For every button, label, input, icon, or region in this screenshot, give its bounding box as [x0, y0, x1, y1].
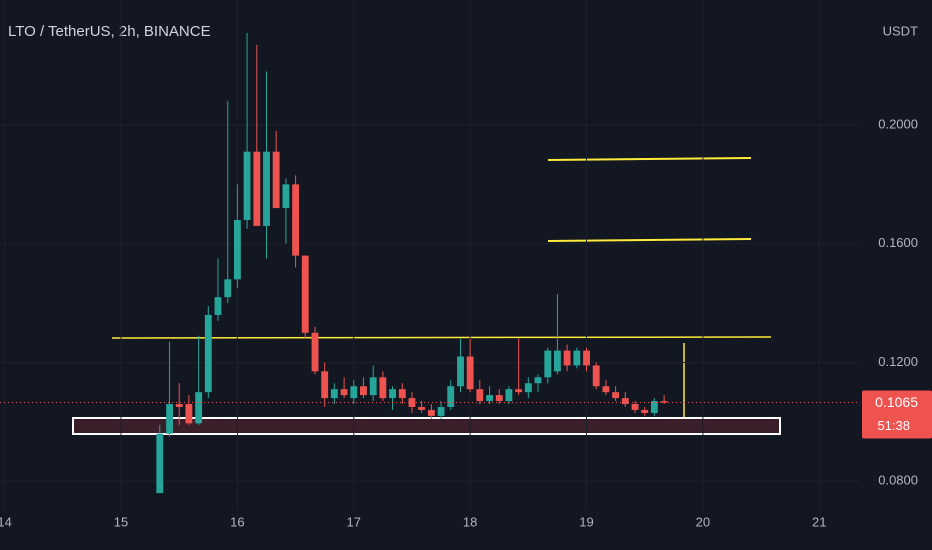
x-tick-label: 14 [0, 514, 12, 529]
candle-body [282, 184, 290, 209]
candle-body [233, 219, 241, 280]
x-tick-label: 15 [114, 514, 128, 529]
candle-body [515, 389, 523, 393]
candle-body [398, 389, 406, 399]
candle-body [204, 314, 212, 393]
candle-body [292, 184, 300, 256]
currency-label: USDT [883, 23, 918, 38]
y-tick-label: 0.1600 [878, 235, 918, 250]
x-tick-label: 19 [579, 514, 593, 529]
candle-body [621, 398, 629, 405]
candle-body [253, 151, 261, 226]
candle-body [495, 395, 503, 402]
candle-body [418, 406, 426, 410]
y-tick-label: 0.0800 [878, 473, 918, 488]
x-tick-label: 20 [696, 514, 710, 529]
drawn-line [547, 238, 752, 242]
last-price-label: 0.1065 [875, 394, 918, 410]
candle-body [301, 255, 309, 333]
candle-body [524, 383, 532, 393]
drawn-line [111, 336, 772, 339]
y-tick-label: 0.2000 [878, 116, 918, 131]
candle-body [457, 356, 464, 387]
candle-body [321, 371, 329, 399]
candle-body [360, 386, 367, 396]
candle-body [486, 395, 494, 402]
candle-body [330, 389, 338, 399]
candle-body [592, 365, 600, 387]
candle-body [156, 433, 164, 494]
candle-body [437, 406, 445, 416]
candle-body [466, 356, 474, 390]
candle-body [583, 350, 590, 366]
candle-body [447, 386, 455, 407]
candle-body [641, 409, 649, 413]
candle-body [272, 151, 280, 209]
candle-body [369, 377, 377, 396]
candle-body [389, 389, 396, 399]
candle-body [243, 151, 251, 220]
drawn-box [72, 417, 781, 435]
candle-body [505, 389, 513, 402]
x-tick-label: 18 [463, 514, 477, 529]
y-tick-label: 0.1200 [878, 354, 918, 369]
candle-body [660, 401, 668, 403]
candle-body [350, 386, 358, 399]
candle-body [631, 404, 639, 410]
candle-body [195, 392, 203, 424]
candle-body [185, 404, 193, 424]
candle-body [554, 350, 561, 372]
candle-body [166, 404, 173, 434]
candle-body [340, 389, 348, 396]
candle-body [408, 398, 416, 407]
candle-body [602, 386, 610, 393]
candle-body [427, 409, 435, 416]
candle-body [379, 377, 387, 399]
candle-body [476, 389, 484, 402]
candle-body [534, 377, 542, 384]
candle-body [544, 350, 552, 378]
candle-body [612, 392, 620, 399]
candle-body [650, 401, 658, 413]
drawn-line [547, 157, 752, 161]
candle-body [263, 151, 270, 226]
candle-body [311, 332, 319, 372]
countdown-label: 51:38 [877, 418, 910, 433]
candle-body [175, 404, 183, 407]
x-tick-label: 21 [812, 514, 826, 529]
last-price-box [862, 390, 932, 439]
candle-body [224, 279, 232, 298]
x-tick-label: 16 [230, 514, 244, 529]
candle-body [573, 350, 581, 366]
candle-body [214, 297, 222, 315]
x-tick-label: 17 [347, 514, 361, 529]
candle-body [563, 350, 571, 366]
chart-title: LTO / TetherUS, 2h, BINANCE [8, 23, 211, 40]
